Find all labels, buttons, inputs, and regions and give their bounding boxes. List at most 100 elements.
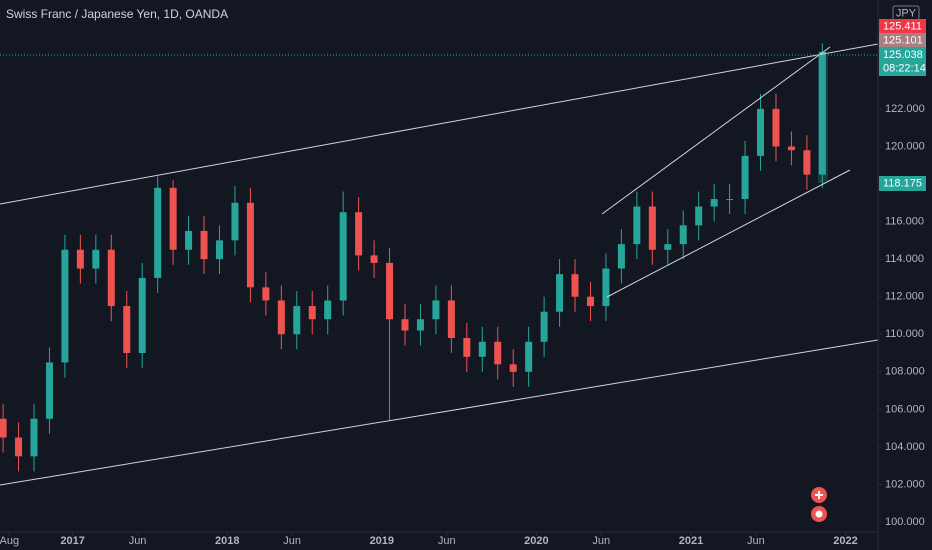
x-tick-label: Jun <box>129 535 147 547</box>
candle-body <box>494 341 502 365</box>
candle-body <box>355 212 363 256</box>
y-tick-label: 100.000 <box>885 516 925 528</box>
candle-body <box>617 244 625 269</box>
candle-body <box>231 202 239 241</box>
axes: 100.000 102.000 104.000 106.000 108.000 110.0… <box>0 103 925 547</box>
y-tick-label: 106.000 <box>885 403 925 415</box>
position-box <box>818 55 828 183</box>
candle-body <box>772 108 780 147</box>
candle-body <box>571 274 579 297</box>
candle-body <box>138 277 146 354</box>
candle-body <box>416 319 424 331</box>
candle-body <box>447 300 455 339</box>
candle-body <box>185 230 193 250</box>
y-tick-label: 102.000 <box>885 478 925 490</box>
y-tick-label: 116.000 <box>885 215 924 227</box>
candle-body <box>169 187 177 250</box>
chart-title: Swiss Franc / Japanese Yen, 1D, OANDA <box>6 7 228 21</box>
candle-body <box>324 300 332 320</box>
y-tick-label: 114.000 <box>885 253 924 265</box>
trendlines <box>0 43 879 486</box>
candle-body <box>246 202 254 288</box>
candle-body <box>262 287 270 301</box>
candle-body <box>757 108 765 156</box>
candle-body <box>741 155 749 200</box>
trendline <box>606 169 851 298</box>
candle-body <box>107 249 115 307</box>
y-tick-label: 112.000 <box>885 291 924 303</box>
bid-label-bg <box>879 33 926 47</box>
high-label-bg <box>879 19 926 33</box>
candle-body <box>386 262 394 320</box>
candle-body <box>525 341 533 372</box>
x-tick-label: Jun <box>747 535 765 547</box>
x-tick-label: Jun <box>438 535 456 547</box>
candle-body <box>45 362 53 419</box>
y-tick-label: 104.000 <box>885 441 925 453</box>
x-tick-label: Jun <box>592 535 610 547</box>
candle-body <box>277 300 285 335</box>
candle-body <box>509 364 517 372</box>
candles <box>0 43 826 472</box>
high-label: 125.411 <box>883 20 922 32</box>
candle-body <box>463 338 471 357</box>
candle-body <box>478 341 486 357</box>
y-tick-label: 120.000 <box>885 140 925 152</box>
candle-body <box>293 306 301 335</box>
x-tick-label: 2018 <box>215 535 239 547</box>
x-tick-label: 2017 <box>60 535 84 547</box>
x-tick-label: Aug <box>0 535 19 547</box>
target-label-bg <box>879 176 926 191</box>
x-tick-label: 2021 <box>679 535 703 547</box>
candle-body <box>216 240 223 260</box>
candle-body <box>648 206 656 250</box>
candle-body <box>586 296 594 307</box>
candle-body <box>602 268 610 307</box>
candle-body <box>339 212 347 301</box>
candle-body <box>0 418 7 438</box>
candle-body <box>818 51 826 175</box>
candle-body <box>726 199 734 201</box>
candle-body <box>92 249 100 269</box>
candle-body <box>308 306 316 320</box>
candle-body <box>76 249 84 269</box>
trendline <box>0 43 879 205</box>
candle-body <box>710 199 718 207</box>
alert-icons <box>811 487 827 522</box>
currency: JPY <box>896 7 917 19</box>
candle-body <box>154 187 162 278</box>
candle-body <box>664 244 672 250</box>
candle-body <box>432 300 440 320</box>
candle-body <box>695 206 703 226</box>
y-tick-label: 110.000 <box>885 328 924 340</box>
candle-body <box>123 306 131 354</box>
candle-body <box>61 249 69 363</box>
candle-body <box>540 311 548 342</box>
candle-body <box>200 230 208 260</box>
x-tick-label: 2022 <box>833 535 857 547</box>
y-tick-label: 122.000 <box>885 103 925 115</box>
trendline <box>601 46 831 215</box>
x-tick-label: 2019 <box>370 535 394 547</box>
last-label-bg <box>879 47 926 76</box>
target-label: 118.175 <box>883 177 922 189</box>
candle-body <box>30 418 38 457</box>
trendline <box>0 339 879 486</box>
candle-body <box>15 437 23 457</box>
candle-body <box>633 206 641 245</box>
candle-body <box>401 319 409 331</box>
candle-body <box>370 255 378 263</box>
countdown: 08:22:14 <box>883 62 926 74</box>
icon <box>815 491 823 499</box>
candle-body <box>787 146 795 151</box>
x-tick-label: 2020 <box>524 535 548 547</box>
candle-body <box>803 150 811 175</box>
icon <box>815 510 823 518</box>
last-label: 125.038 <box>883 49 923 61</box>
x-tick-label: Jun <box>283 535 301 547</box>
candle-body <box>679 225 687 245</box>
y-tick-label: 108.000 <box>885 366 925 378</box>
